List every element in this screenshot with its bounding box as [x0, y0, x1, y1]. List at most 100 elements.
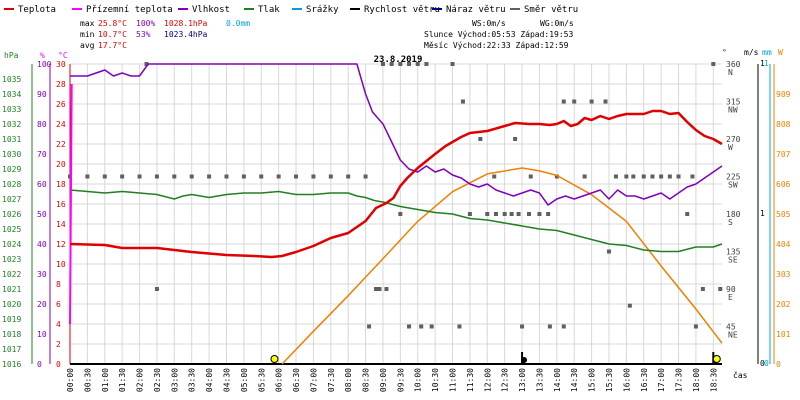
tick-label-time: 16:00 [622, 368, 631, 392]
wind-direction-point [700, 287, 705, 291]
sun-marker [712, 355, 721, 363]
legend-label: Srážky [306, 5, 339, 15]
series-line-temperature [69, 109, 723, 259]
tick-label-temperature: 4 [56, 320, 61, 329]
tick-label-time: 17:00 [657, 368, 666, 392]
tick-label-radiation: 505 [776, 210, 791, 219]
tick-label-pressure: 1030 [2, 150, 21, 159]
tick-label-pressure: 1016 [2, 360, 21, 369]
wind-direction-point [613, 174, 618, 179]
wind-direction-point [367, 324, 372, 329]
tick-label-humidity: 70 [37, 150, 47, 159]
tick-label-time: 07:00 [309, 368, 318, 392]
tick-label-pressure: 1033 [2, 105, 21, 114]
legend-label: Vlhkost [192, 5, 230, 15]
series-line-pressure [69, 189, 723, 253]
wind-direction-point [516, 212, 521, 216]
wind-direction-point [407, 62, 412, 66]
tick-label-pressure: 1020 [2, 300, 21, 309]
tick-label-pressure: 1029 [2, 165, 21, 174]
legend-label: Náraz větru [446, 5, 506, 15]
tick-label-pressure: 1023 [2, 255, 21, 264]
tick-label-humidity: 50 [37, 210, 47, 219]
tick-label-wind: 1 [760, 209, 765, 218]
tick-label-time: 03:00 [170, 368, 179, 392]
tick-label-humidity: 90 [37, 90, 47, 99]
wind-direction-point [631, 174, 636, 179]
axis-unit-radiation: W [778, 48, 783, 57]
wind-direction-point [294, 174, 299, 179]
wind-direction-point [102, 174, 107, 179]
tick-label-humidity: 80 [37, 120, 47, 129]
wind-direction-point [589, 99, 594, 104]
tick-label-direction: 180 [726, 210, 741, 219]
tick-label-direction-name: S [728, 218, 733, 227]
stats-min-label: min [80, 30, 95, 39]
legend-label: Směr větru [524, 5, 578, 15]
tick-label-temperature: 26 [56, 100, 66, 109]
tick-label-pressure: 1021 [2, 285, 21, 294]
stats-min-pressure: 1023.4hPa [164, 30, 208, 39]
tick-label-time: 10:30 [431, 368, 440, 392]
wind-direction-point [429, 324, 434, 329]
tick-label-time: 06:30 [292, 368, 301, 392]
axis-unit-rain: mm [762, 48, 772, 57]
tick-label-radiation: 303 [776, 270, 791, 279]
tick-label-time: 10:00 [414, 368, 423, 392]
wind-direction-point [537, 212, 542, 216]
wind-direction-point [377, 287, 382, 291]
tick-label-time: 01:00 [101, 368, 110, 392]
tick-label-direction: 360 [726, 60, 741, 69]
wind-direction-point [389, 62, 394, 66]
wind-marker-dot [521, 357, 528, 363]
wind-direction-point [624, 174, 629, 179]
stats-max-rain: 0.0mm [226, 19, 250, 28]
tick-label-direction-name: W [728, 143, 733, 152]
axis-unit-direction: ° [722, 48, 727, 57]
wind-direction-point [311, 174, 316, 179]
wind-direction-point [398, 212, 403, 216]
wind-direction-point [276, 174, 281, 179]
wind-direction-point [467, 212, 472, 216]
tick-label-temperature: 22 [56, 140, 66, 149]
wind-direction-point [546, 212, 551, 216]
axis-unit-pressure: hPa [4, 51, 19, 60]
tick-label-wind: 0 [760, 359, 765, 368]
wind-direction-point [259, 174, 264, 179]
tick-label-temperature: 12 [56, 240, 66, 249]
wind-direction-point [509, 212, 514, 216]
tick-label-time: 02:30 [153, 368, 162, 392]
tick-label-temperature: 24 [56, 120, 66, 129]
stats-wind-speed: WS:0m/s [472, 19, 506, 28]
stats-wind-gust: WG:0m/s [540, 19, 574, 28]
chart-title: 23.8.2019 [374, 55, 423, 65]
wind-direction-point [572, 99, 577, 104]
tick-label-time: 14:00 [553, 368, 562, 392]
wind-direction-point [460, 99, 465, 104]
tick-label-humidity: 10 [37, 330, 47, 339]
tick-label-direction: 45 [726, 323, 736, 332]
wind-direction-point [603, 99, 608, 104]
tick-label-temperature: 16 [56, 200, 66, 209]
wind-direction-point [374, 287, 379, 291]
tick-label-direction: 270 [726, 135, 741, 144]
tick-label-time: 12:30 [501, 368, 510, 392]
tick-label-time: 14:30 [570, 368, 579, 392]
wind-direction-point [659, 174, 664, 179]
wind-direction-point [627, 303, 632, 308]
wind-direction-point [328, 174, 333, 179]
wind-direction-point [650, 174, 655, 179]
stats-avg-temp: 17.7°C [98, 41, 127, 50]
tick-label-time: 13:00 [518, 368, 527, 392]
tick-label-temperature: 0 [56, 360, 61, 369]
tick-label-rain: 1 [764, 59, 769, 68]
wind-direction-point [561, 99, 566, 104]
tick-label-pressure: 1028 [2, 180, 21, 189]
tick-label-time: 11:30 [466, 368, 475, 392]
tick-label-wind: 1 [760, 59, 765, 68]
wind-direction-point [582, 174, 587, 179]
tick-label-temperature: 30 [56, 60, 66, 69]
tick-label-direction-name: NE [728, 331, 738, 340]
